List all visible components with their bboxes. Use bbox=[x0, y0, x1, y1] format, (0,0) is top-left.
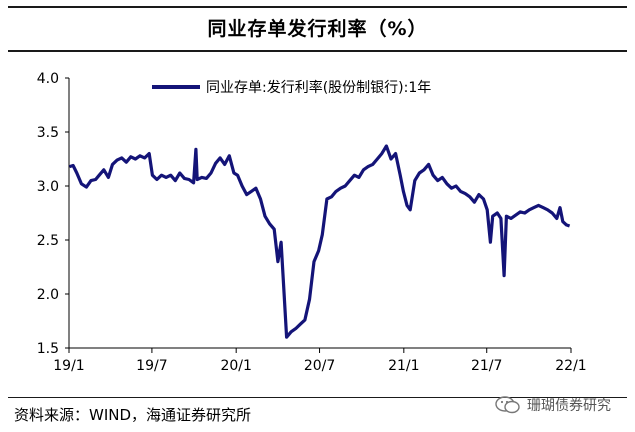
x-tick-label: 21/1 bbox=[388, 358, 419, 374]
bottom-rule bbox=[8, 397, 627, 398]
x-tick-label: 19/1 bbox=[53, 358, 84, 374]
top-rule bbox=[8, 6, 627, 8]
y-tick-label: 2.5 bbox=[37, 233, 59, 249]
y-tick-label: 2.0 bbox=[37, 287, 59, 303]
source-note: 资料来源：WIND，海通证券研究所 bbox=[14, 406, 252, 424]
series-line bbox=[69, 144, 571, 339]
watermark: 珊瑚债券研究 bbox=[495, 395, 611, 415]
watermark-text: 珊瑚债券研究 bbox=[527, 398, 611, 414]
x-tick-label: 20/1 bbox=[220, 358, 251, 374]
x-tick-label: 21/7 bbox=[471, 358, 502, 374]
y-tick-label: 1.5 bbox=[37, 341, 59, 357]
x-tick-label: 19/7 bbox=[136, 358, 167, 374]
x-tick-label: 20/7 bbox=[304, 358, 335, 374]
y-tick-label: 3.0 bbox=[37, 179, 59, 195]
legend-label: 同业存单:发行利率(股份制银行):1年 bbox=[206, 79, 431, 96]
line-chart: 1.5 2.0 2.5 3.0 3.5 4.0 19/1 19/7 20/1 20/7 21/1 21… bbox=[37, 71, 587, 374]
chart-title: 同业存单发行利率（%） bbox=[207, 18, 428, 40]
y-tick-label: 4.0 bbox=[37, 71, 59, 87]
y-tick-label: 3.5 bbox=[37, 125, 59, 141]
title-rule bbox=[8, 50, 627, 52]
x-tick-label: 22/1 bbox=[555, 358, 586, 374]
wechat-icon bbox=[495, 396, 521, 414]
